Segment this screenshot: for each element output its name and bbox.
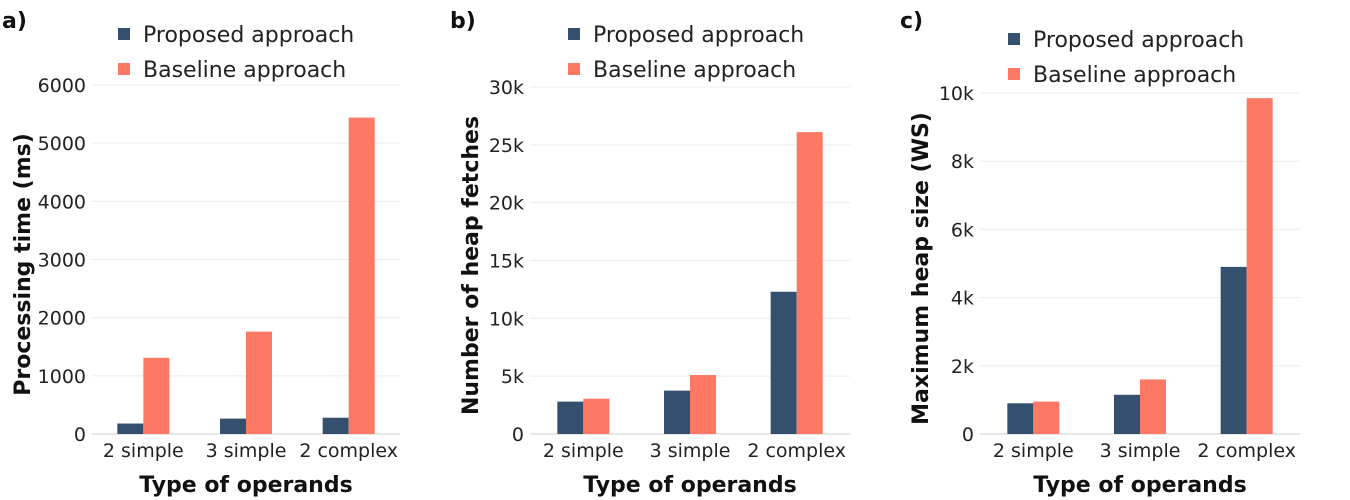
- chart1-bar-baseline-2: [796, 132, 823, 435]
- chart0-ytick-label-2: 2000: [38, 308, 86, 330]
- chart0-legend-swatch-1: [118, 63, 130, 75]
- chart2-legend-swatch-0: [1008, 33, 1020, 45]
- chart1-legend-swatch-1: [568, 63, 580, 75]
- chart1-bar-proposed-1: [664, 390, 690, 434]
- chart1-xtick-label-1: 3 simple: [650, 440, 731, 462]
- chart2-bar-baseline-1: [1140, 379, 1166, 434]
- chart1-ytick-label-6: 30k: [489, 77, 524, 99]
- chart2-xtick-label-2: 2 complex: [1197, 440, 1296, 462]
- chart0-xtick-label-1: 3 simple: [206, 440, 287, 462]
- chart0-legend-label-0: Proposed approach: [143, 23, 354, 48]
- chart0-legend-swatch-0: [118, 28, 130, 40]
- chart0-ytick-label-4: 4000: [38, 191, 86, 213]
- chart0-legend-label-1: Baseline approach: [143, 58, 346, 83]
- chart0-bar-baseline-2: [348, 117, 375, 434]
- chart0-bar-proposed-1: [220, 418, 246, 434]
- chart1-legend-label-1: Baseline approach: [593, 58, 796, 83]
- chart2-ytick-label-0: 0: [962, 424, 974, 446]
- chart2-legend-swatch-1: [1008, 68, 1020, 80]
- chart0-panel-letter: a): [2, 9, 27, 34]
- chart0-x-axis-title: Type of operands: [139, 473, 352, 498]
- chart2-ytick-label-5: 10k: [939, 83, 974, 105]
- chart2-y-axis-title: Maximum heap size (WS): [909, 112, 934, 425]
- chart2-ytick-label-1: 2k: [951, 356, 974, 378]
- chart2-x-axis-title: Type of operands: [1033, 473, 1246, 498]
- chart2-bar-proposed-0: [1007, 403, 1034, 434]
- chart0-bar-proposed-0: [117, 423, 144, 434]
- chart2-legend-label-1: Baseline approach: [1033, 63, 1236, 88]
- chart1-ytick-label-3: 15k: [489, 251, 524, 273]
- chart1-bar-baseline-1: [690, 375, 716, 434]
- chart2-xtick-label-0: 2 simple: [993, 440, 1074, 462]
- chart0-ytick-label-1: 1000: [38, 366, 86, 388]
- chart0-ytick-label-5: 5000: [38, 133, 86, 155]
- chart1-bar-proposed-2: [770, 291, 797, 434]
- chart1-y-axis-title: Number of heap fetches: [459, 116, 484, 415]
- chart2-xtick-label-1: 3 simple: [1100, 440, 1181, 462]
- chart0-ytick-label-3: 3000: [38, 250, 86, 272]
- chart0-bar-baseline-0: [143, 357, 170, 434]
- chart2-bar-proposed-1: [1114, 394, 1140, 434]
- chart1-ytick-label-2: 10k: [489, 308, 524, 330]
- chart0-ytick-label-6: 6000: [38, 75, 86, 97]
- chart0-y-axis-title: Processing time (ms): [11, 133, 36, 396]
- chart1-bar-baseline-0: [583, 398, 610, 434]
- chart2-ytick-label-4: 8k: [951, 151, 974, 173]
- chart1-ytick-label-4: 20k: [489, 193, 524, 215]
- chart0-bar-proposed-2: [322, 417, 349, 434]
- chart2-panel-letter: c): [900, 9, 923, 34]
- chart0-bar-baseline-1: [246, 331, 272, 434]
- chart2-legend-label-0: Proposed approach: [1033, 28, 1244, 53]
- chart1-bar-proposed-0: [557, 401, 584, 434]
- chart0-ytick-label-0: 0: [74, 424, 86, 446]
- chart1-xtick-label-0: 2 simple: [543, 440, 624, 462]
- chart2-bar-baseline-2: [1246, 98, 1273, 435]
- chart1-x-axis-title: Type of operands: [583, 473, 796, 498]
- chart0-xtick-label-0: 2 simple: [103, 440, 184, 462]
- chart2-bar-proposed-2: [1220, 266, 1247, 434]
- chart1-ytick-label-5: 25k: [489, 135, 524, 157]
- chart2-bar-baseline-0: [1033, 401, 1060, 434]
- chart1-legend-swatch-0: [568, 28, 580, 40]
- chart1-ytick-label-1: 5k: [501, 366, 524, 388]
- chart1-legend-label-0: Proposed approach: [593, 23, 804, 48]
- chart1-ytick-label-0: 0: [512, 424, 524, 446]
- chart1-panel-letter: b): [450, 9, 476, 34]
- chart2-ytick-label-3: 6k: [951, 219, 974, 241]
- chart1-xtick-label-2: 2 complex: [747, 440, 846, 462]
- chart0-xtick-label-2: 2 complex: [299, 440, 398, 462]
- chart2-ytick-label-2: 4k: [951, 288, 974, 310]
